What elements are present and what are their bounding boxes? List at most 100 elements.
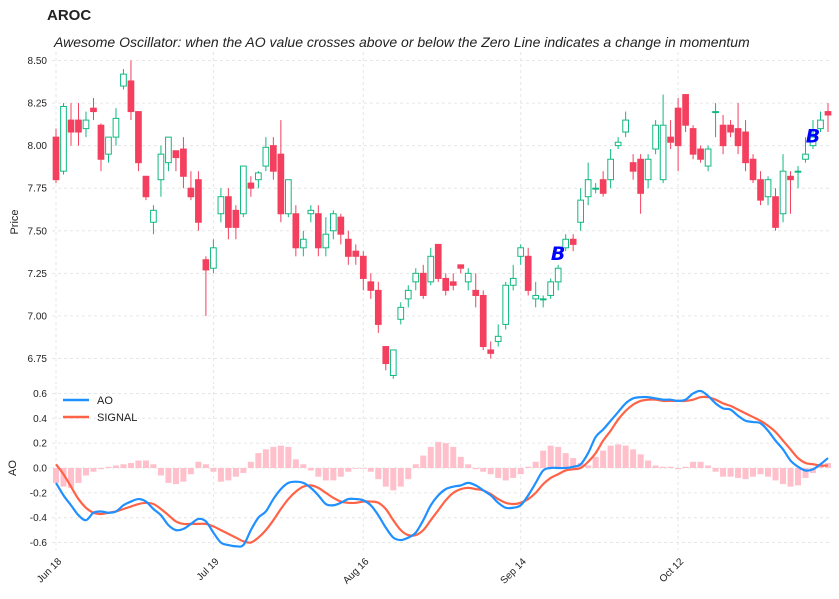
candle-body [329, 213, 337, 232]
candle-body [787, 175, 794, 181]
candle-down [180, 137, 187, 189]
histogram-bar [787, 468, 794, 487]
candle-body [397, 306, 405, 320]
candle-body [337, 216, 345, 235]
candle-up [150, 205, 157, 235]
price-y-tick-label: 8.25 [28, 99, 48, 110]
candle-down [195, 171, 202, 231]
histogram-bar [300, 464, 307, 468]
candle-body [359, 255, 367, 279]
candle-down [442, 273, 450, 296]
histogram-bar [480, 468, 487, 472]
candle-body [727, 124, 734, 133]
candle-down [719, 114, 727, 155]
candle-body [614, 141, 622, 147]
candle-body [210, 247, 217, 269]
candle-up [427, 247, 435, 286]
histogram-bar [375, 468, 382, 480]
candle-up [614, 137, 622, 150]
candle-body [584, 179, 592, 198]
candle-down [472, 273, 480, 308]
candle-up [802, 137, 809, 163]
histogram-bar [435, 441, 442, 468]
candle-up [584, 162, 592, 206]
histogram-bar [337, 468, 344, 477]
histogram-bar [652, 465, 659, 468]
chart-subtitle: Awesome Oscillator: when the AO value cr… [54, 34, 750, 50]
candle-up [105, 136, 112, 163]
candle-body [172, 150, 180, 159]
candle-up [712, 103, 719, 138]
histogram-bar [127, 463, 134, 468]
histogram-bar [97, 468, 104, 470]
candle-up [554, 264, 562, 291]
histogram-bar [450, 446, 457, 468]
histogram-bar [142, 460, 149, 468]
candle-down [225, 188, 232, 240]
chart-title: AROC [47, 7, 92, 24]
candle-body [704, 148, 712, 167]
histogram-bar [157, 468, 164, 476]
histogram-bar [90, 468, 97, 472]
candle-body [314, 213, 322, 249]
candle-up [817, 111, 824, 133]
candle-body [719, 124, 727, 147]
candle-down [734, 103, 742, 155]
histogram-bar [180, 468, 187, 482]
histogram-bar [817, 465, 824, 468]
histogram-bar [517, 468, 524, 475]
candle-down [824, 103, 832, 133]
histogram-bar [210, 468, 217, 472]
histogram-bar [360, 468, 367, 469]
histogram-bar [487, 468, 494, 475]
histogram-bar [735, 468, 742, 478]
histogram-bar [232, 468, 239, 477]
histogram-bar [697, 461, 704, 468]
candle-body [772, 196, 779, 228]
histogram-bar [630, 449, 637, 468]
buy-marker: B [806, 125, 820, 147]
candle-body [120, 73, 127, 87]
candle-down [142, 175, 150, 201]
ao-y-tick-label: 0.0 [33, 464, 47, 475]
legend-signal-label: SIGNAL [97, 412, 137, 424]
candle-body [270, 145, 277, 172]
candle-down [337, 213, 345, 245]
candle-body [697, 148, 704, 160]
histogram-bar [465, 464, 472, 468]
histogram-bar [195, 461, 202, 468]
candle-body [479, 294, 487, 348]
candle-down [232, 205, 240, 240]
candle-down [742, 120, 749, 172]
candle-body [112, 117, 120, 138]
candle-body [412, 272, 420, 283]
candle-up [704, 145, 712, 172]
candle-down [187, 171, 195, 201]
candle-down [629, 154, 637, 180]
candle-body [524, 255, 532, 291]
candle-body [322, 233, 330, 249]
candle-up [607, 149, 614, 189]
candle-up [165, 136, 172, 172]
candle-body [809, 136, 817, 147]
histogram-bar [60, 468, 67, 487]
candle-body [682, 94, 689, 126]
candle-down [419, 264, 427, 299]
legend-ao-label: AO [97, 395, 113, 407]
histogram-bar [615, 444, 622, 468]
histogram-bar [442, 443, 449, 468]
histogram-bar [540, 450, 547, 468]
histogram-bar [555, 446, 562, 468]
candle-up [255, 171, 262, 189]
histogram-bar [67, 468, 74, 488]
candle-down [787, 171, 794, 214]
histogram-bar [570, 458, 577, 468]
candle-up [412, 268, 420, 291]
candle-up [210, 239, 217, 274]
candle-up [307, 205, 315, 223]
candle-body [217, 196, 225, 215]
candle-body [75, 119, 82, 133]
histogram-bar [637, 454, 644, 468]
candle-up [577, 188, 585, 231]
candle-body [292, 213, 300, 249]
